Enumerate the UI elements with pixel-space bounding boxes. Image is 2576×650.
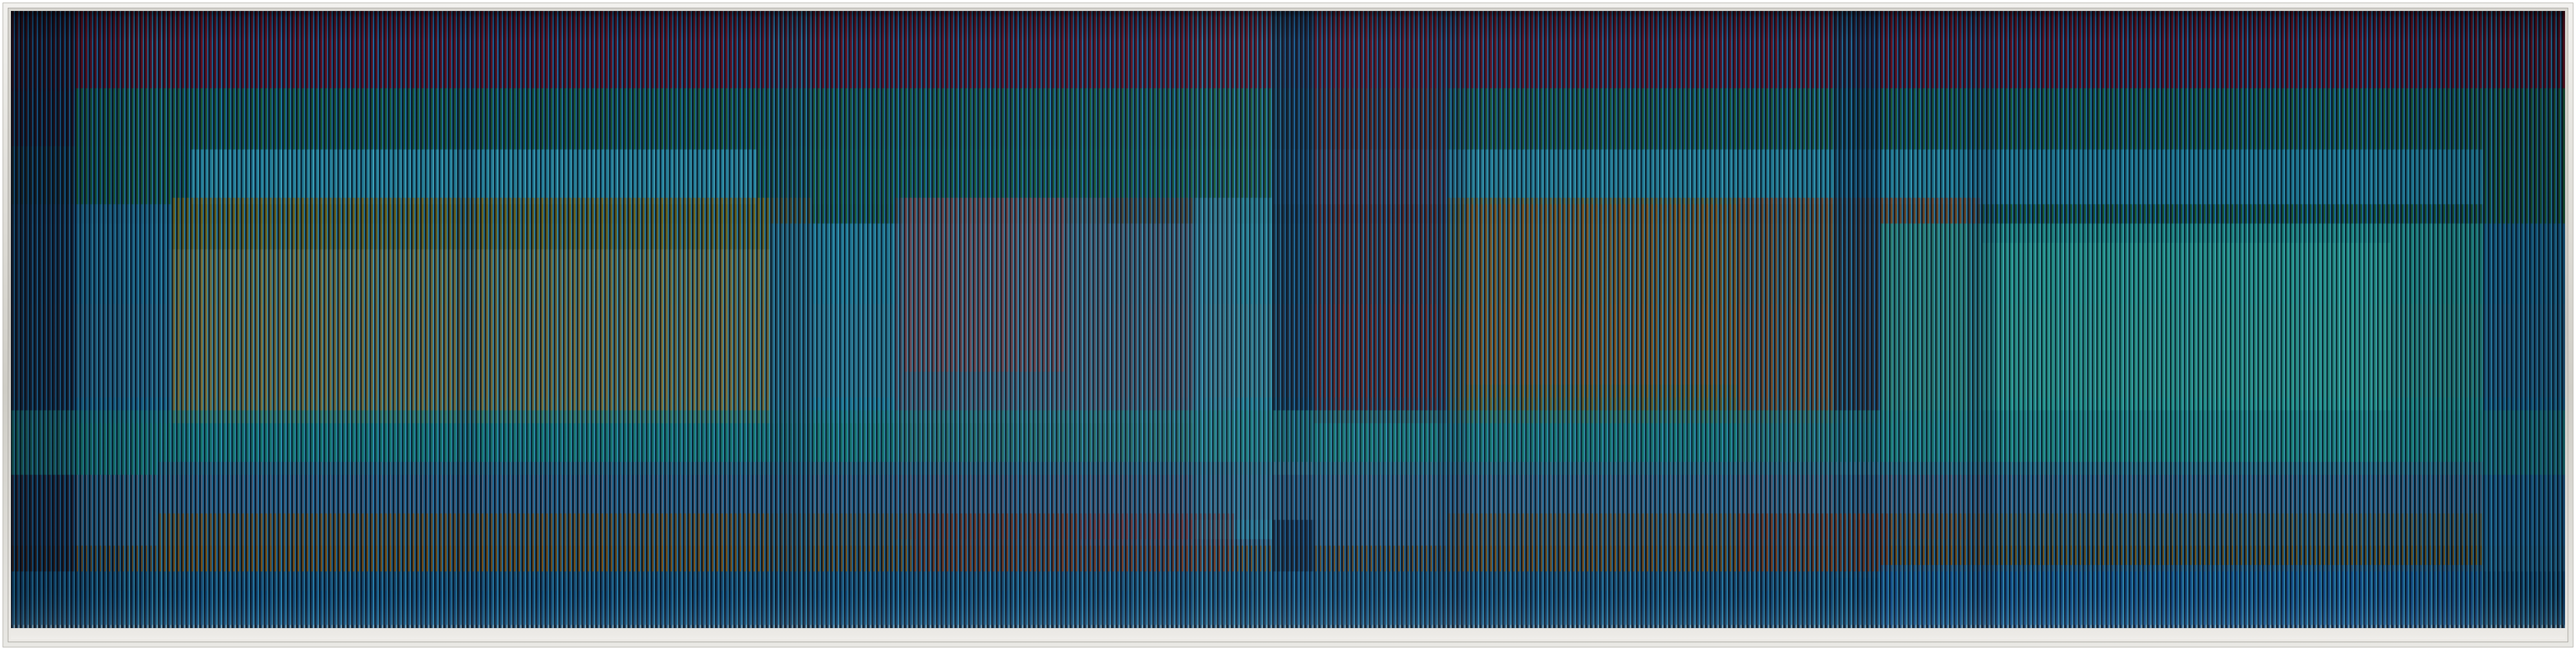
physichromie-stripe-canvas xyxy=(11,11,2565,628)
artwork-canvas-area xyxy=(11,11,2565,628)
